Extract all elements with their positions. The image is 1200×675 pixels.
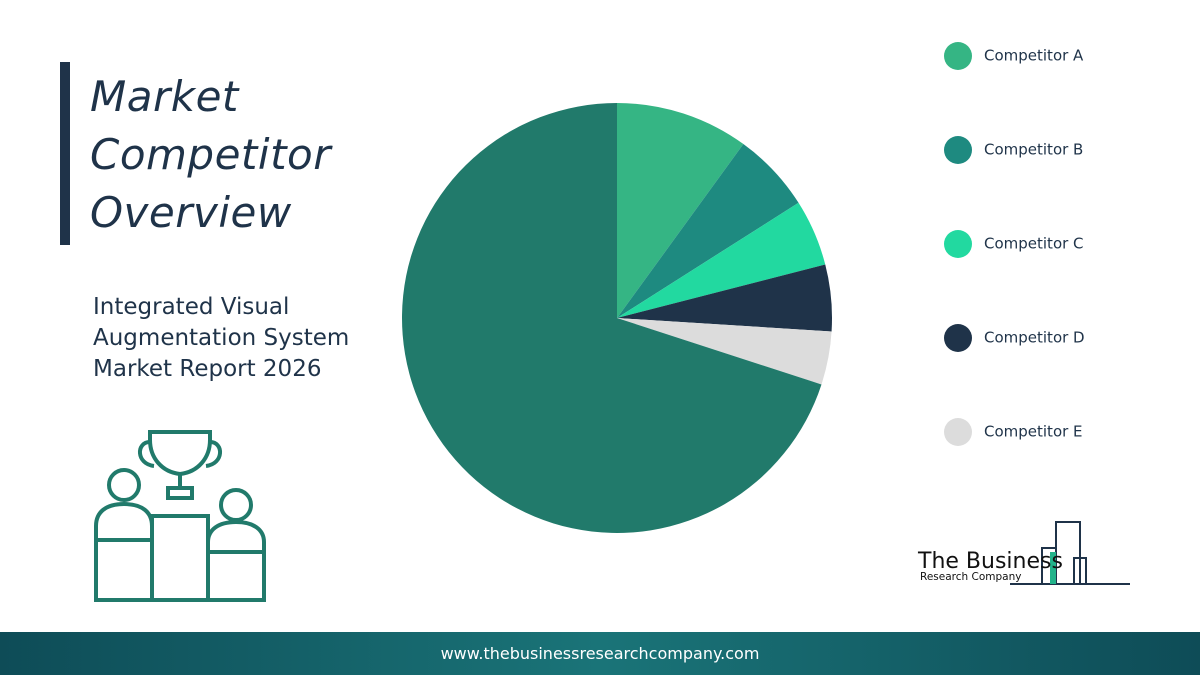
podium-icon bbox=[94, 430, 266, 602]
subtitle: Integrated Visual Augmentation System Ma… bbox=[93, 294, 350, 382]
pie-slice bbox=[617, 318, 832, 385]
title: Market Competitor Overview bbox=[90, 72, 332, 237]
legend-swatch bbox=[944, 230, 972, 258]
logo-tagline: Research Company bbox=[920, 571, 1021, 583]
legend-swatch bbox=[944, 324, 972, 352]
pie-slice bbox=[402, 103, 822, 533]
legend-label: Competitor D bbox=[984, 329, 1085, 347]
legend-label: Competitor C bbox=[984, 235, 1084, 253]
legend-swatch bbox=[944, 136, 972, 164]
logo-mark bbox=[1010, 521, 1130, 585]
logo-name: The Business bbox=[917, 549, 1063, 574]
legend-swatch bbox=[944, 418, 972, 446]
pie-slice bbox=[617, 202, 826, 318]
pie-slice bbox=[617, 103, 744, 318]
pie-slice bbox=[617, 264, 832, 332]
pie-slice bbox=[617, 144, 799, 318]
title-bar bbox=[60, 62, 70, 245]
legend-swatch bbox=[944, 42, 972, 70]
footer: www.thebusinessresearchcompany.com bbox=[0, 632, 1200, 675]
legend-label: Competitor A bbox=[984, 47, 1084, 65]
legend-label: Competitor E bbox=[984, 423, 1083, 441]
legend-label: Competitor B bbox=[984, 141, 1083, 159]
